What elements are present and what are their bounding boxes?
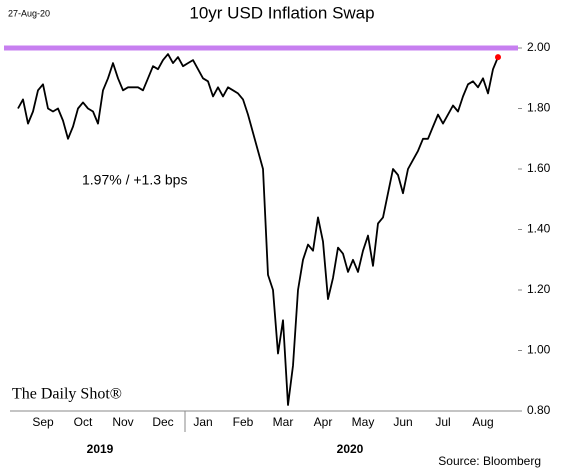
x-tick-label: Oct — [74, 415, 93, 429]
year-label: 2020 — [337, 442, 364, 456]
y-tick-label: 2.00 — [527, 40, 551, 54]
x-tick-label: Mar — [273, 415, 294, 429]
logo: The Daily Shot® — [12, 386, 122, 403]
x-tick-label: Feb — [233, 415, 254, 429]
y-tick-label: 1.00 — [527, 343, 551, 357]
x-tick-label: Apr — [314, 415, 333, 429]
x-tick-label: Sep — [32, 415, 54, 429]
x-tick-label: Nov — [112, 415, 133, 429]
x-tick-label: Jul — [435, 415, 450, 429]
x-tick-label: Jun — [393, 415, 412, 429]
x-tick-label: Jan — [193, 415, 212, 429]
chart-title: 10yr USD Inflation Swap — [189, 3, 374, 22]
y-tick-label: 0.80 — [527, 403, 551, 417]
y-tick-label: 1.80 — [527, 101, 551, 115]
x-tick-label: Dec — [152, 415, 173, 429]
date-label: 27-Aug-20 — [8, 8, 50, 18]
x-tick-label: Aug — [472, 415, 493, 429]
last-point — [495, 54, 501, 61]
y-tick-label: 1.20 — [527, 282, 551, 296]
year-label: 2019 — [87, 442, 114, 456]
source: Source: Bloomberg — [438, 454, 541, 468]
y-tick-label: 1.40 — [527, 222, 551, 236]
annotation: 1.97% / +1.3 bps — [82, 172, 187, 188]
line-series — [17, 53, 499, 406]
x-tick-label: May — [352, 415, 375, 429]
y-tick-label: 1.60 — [527, 161, 551, 175]
